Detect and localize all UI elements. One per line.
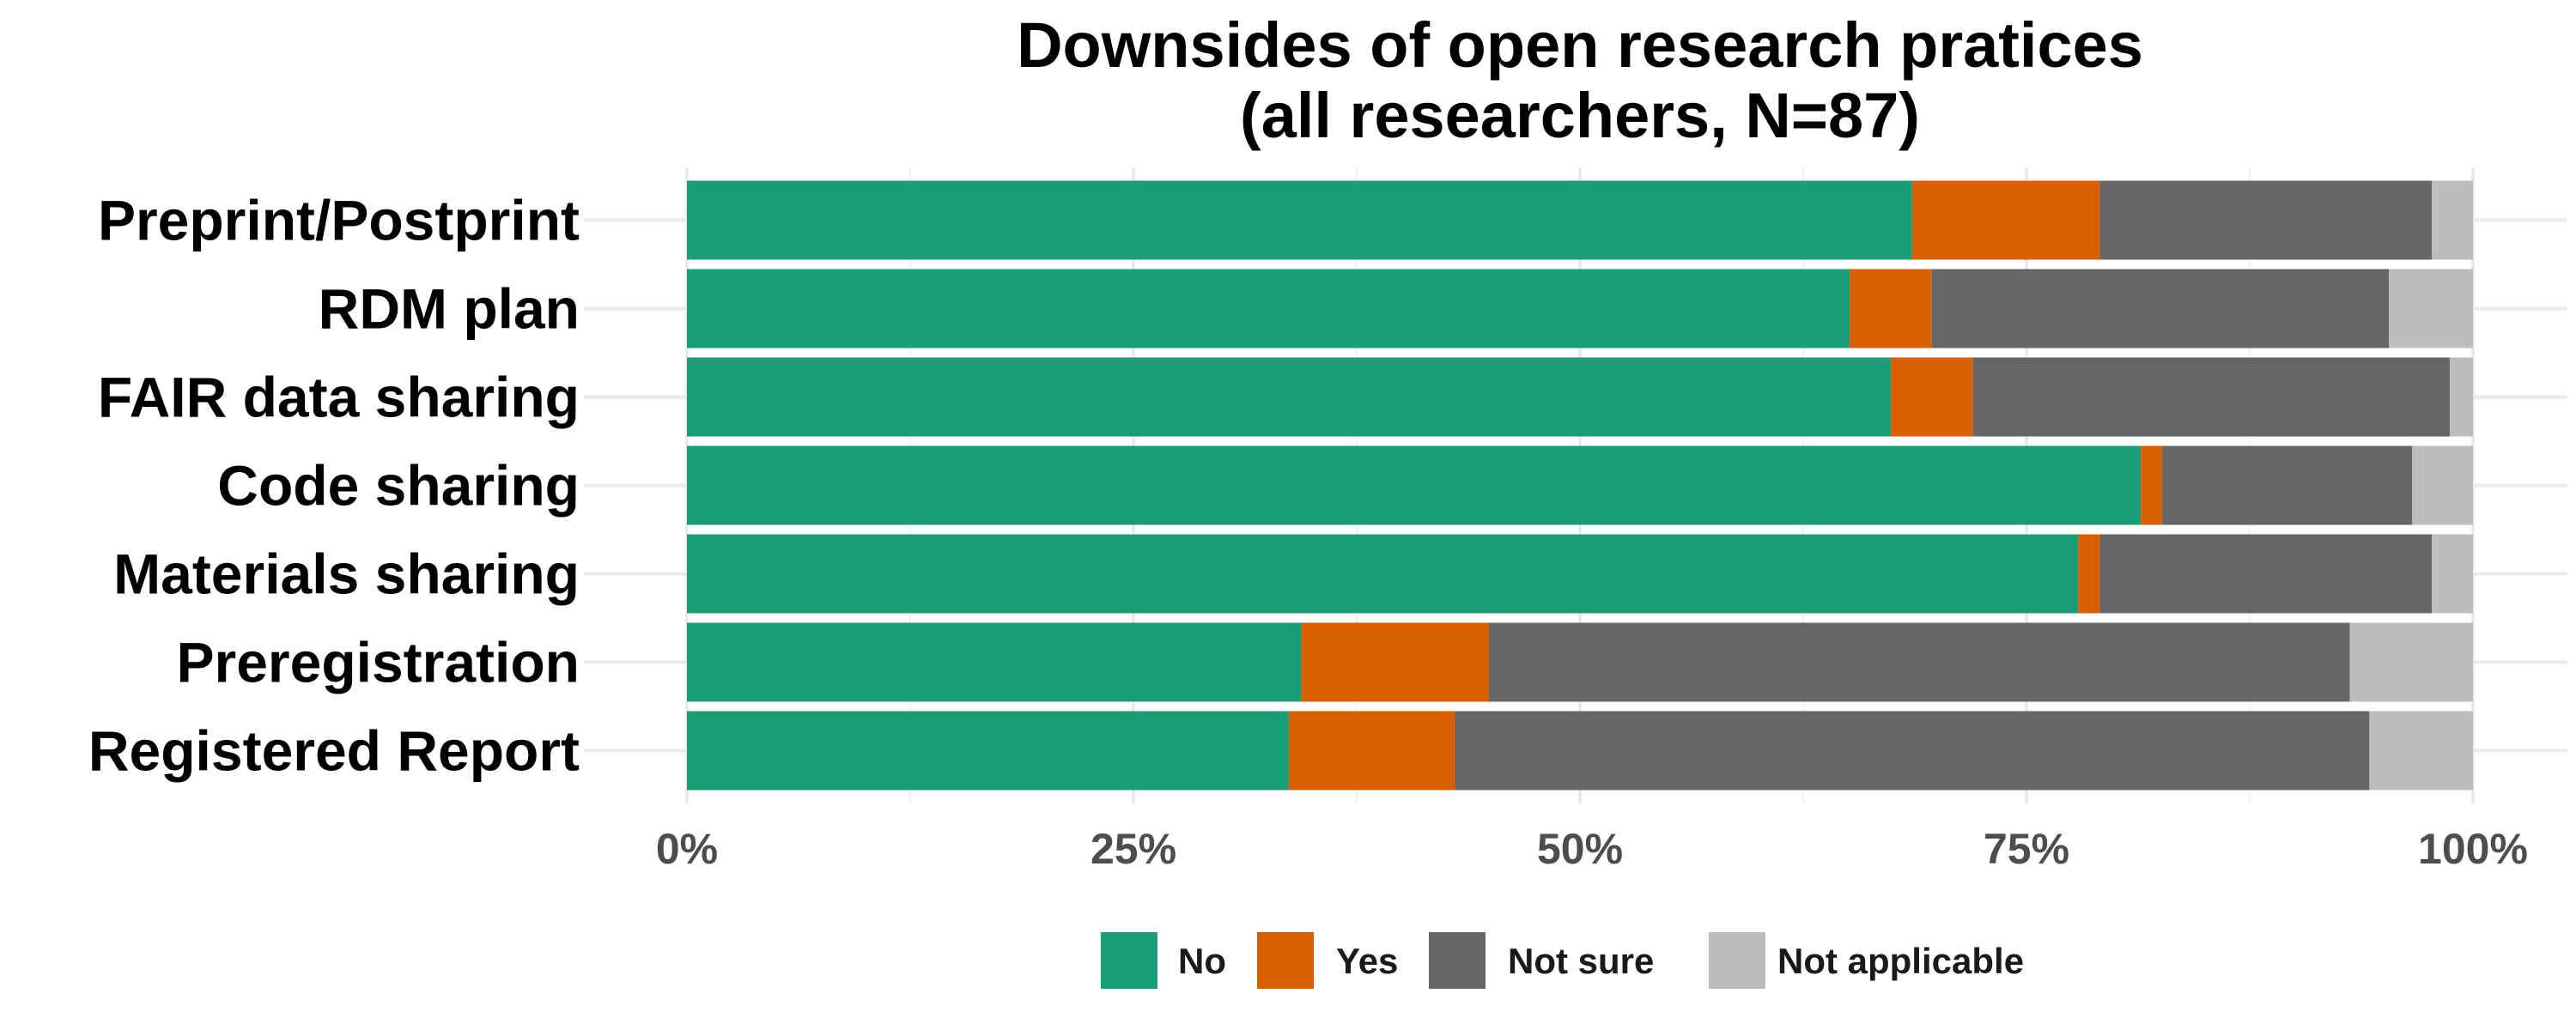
bar-segment bbox=[1301, 622, 1489, 702]
legend-swatch bbox=[1709, 932, 1765, 989]
bar-segment bbox=[2432, 534, 2473, 614]
x-tick-label: 25% bbox=[1091, 825, 1176, 873]
bar-segment bbox=[687, 357, 1891, 437]
bar-segment bbox=[1488, 622, 2350, 702]
legend-label: No bbox=[1178, 941, 1226, 981]
x-axis-ticks: 0% 25% 50% 75% 100% bbox=[656, 825, 2528, 873]
category-label: FAIR data sharing bbox=[98, 366, 580, 429]
bar-segment bbox=[2432, 180, 2473, 260]
bar-segment bbox=[2369, 711, 2473, 791]
category-label: Materials sharing bbox=[113, 542, 580, 606]
category-label: Preprint/Postprint bbox=[98, 189, 580, 252]
bar-segment bbox=[2162, 445, 2413, 525]
bar-segment bbox=[1972, 357, 2450, 437]
category-label: RDM plan bbox=[319, 277, 580, 341]
legend-label: Not sure bbox=[1508, 941, 1654, 981]
legend-swatch bbox=[1429, 932, 1485, 989]
bar-segment bbox=[687, 534, 2079, 614]
bar-segment bbox=[2389, 269, 2473, 348]
bar-segment bbox=[1455, 711, 2370, 791]
bar-segment bbox=[1911, 180, 2100, 260]
bar-segment bbox=[1931, 269, 2390, 348]
bar-segment bbox=[687, 180, 1912, 260]
bar-segment bbox=[2099, 534, 2433, 614]
bar-segment bbox=[2078, 534, 2100, 614]
legend-swatch bbox=[1101, 932, 1157, 989]
chart-subtitle: (all researchers, N=87) bbox=[1240, 80, 1920, 151]
bar-segment bbox=[2141, 445, 2163, 525]
category-label: Preregistration bbox=[177, 631, 580, 694]
bar-segment bbox=[687, 445, 2142, 525]
chart-title: Downsides of open research pratices (all… bbox=[1017, 9, 2143, 151]
x-tick-label: 100% bbox=[2418, 825, 2528, 873]
x-tick-label: 0% bbox=[656, 825, 718, 873]
chart-title-line: Downsides of open research pratices bbox=[1017, 9, 2143, 81]
bar-segment bbox=[2099, 180, 2433, 260]
legend: No Yes Not sure Not applicable bbox=[1101, 932, 2024, 989]
bar-segment bbox=[1850, 269, 1932, 348]
legend-label: Yes bbox=[1336, 941, 1398, 981]
category-label: Registered Report bbox=[88, 719, 580, 783]
bar-segment bbox=[687, 711, 1289, 791]
bar-segment bbox=[1890, 357, 1973, 437]
bar-segment bbox=[2449, 357, 2473, 437]
legend-label: Not applicable bbox=[1777, 941, 2024, 981]
category-labels: Preprint/Postprint RDM plan FAIR data shar… bbox=[88, 189, 580, 783]
bar-segment bbox=[1288, 711, 1455, 791]
bar-segment bbox=[2412, 445, 2473, 525]
bar-segment bbox=[687, 269, 1850, 348]
bar-segment bbox=[687, 622, 1302, 702]
legend-swatch bbox=[1257, 932, 1314, 989]
x-tick-label: 50% bbox=[1537, 825, 1623, 873]
bars bbox=[687, 180, 2473, 791]
bar-segment bbox=[2349, 622, 2473, 702]
category-label: Code sharing bbox=[217, 454, 580, 518]
x-tick-label: 75% bbox=[1984, 825, 2069, 873]
